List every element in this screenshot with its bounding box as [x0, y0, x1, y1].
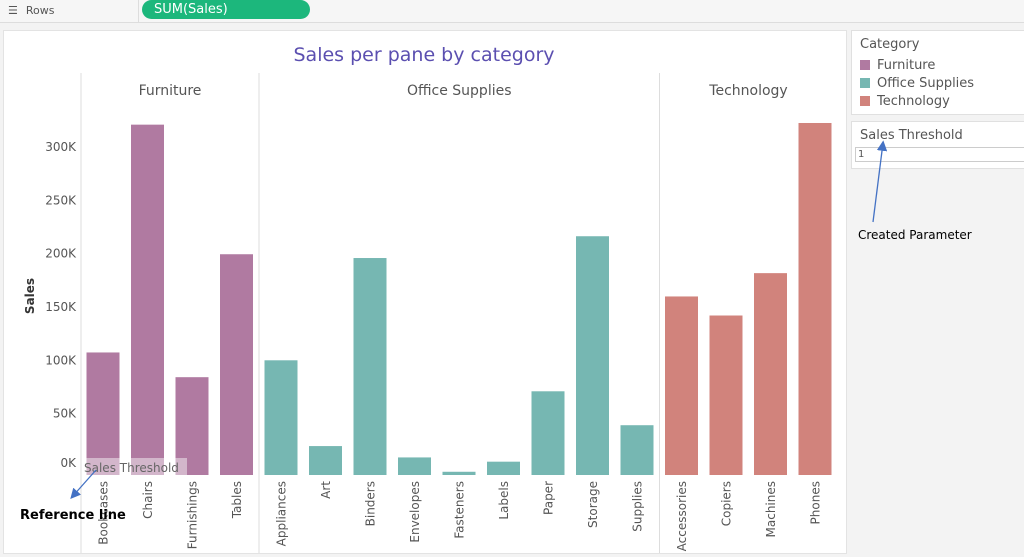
y-tick-label: 300K: [45, 140, 77, 154]
sum-sales-pill[interactable]: SUM(Sales): [142, 0, 310, 19]
x-tick-label: Art: [319, 481, 333, 499]
bar: [798, 122, 832, 476]
bar: [665, 296, 698, 475]
pane-header: Furniture: [139, 83, 202, 99]
bar: [131, 124, 164, 475]
y-tick-label: 100K: [45, 353, 77, 367]
rows-icon: ☰: [8, 4, 18, 17]
reference-line-annotation: Reference line: [20, 508, 126, 523]
y-tick-label: 50K: [53, 407, 77, 421]
x-tick-label: Furnishings: [186, 481, 200, 549]
bar: [398, 457, 431, 475]
rows-shelf: ☰ Rows SUM(Sales): [0, 0, 1024, 23]
reference-line-label-bg: [83, 458, 187, 476]
bar-chart: Sales per pane by category Sales 0K 50K 100K…: [23, 44, 832, 553]
y-axis-label: Sales: [23, 278, 37, 314]
x-tick-label: Supplies: [631, 481, 645, 532]
category-legend: Category Furniture Office Supplies Technol…: [851, 30, 1024, 115]
bar: [709, 315, 743, 475]
x-tick-label: Accessories: [675, 481, 689, 551]
legend-label: Office Supplies: [877, 75, 975, 91]
legend-item[interactable]: Office Supplies: [852, 74, 1024, 92]
legend-swatch-icon: [860, 96, 870, 106]
legend-title: Category: [860, 37, 920, 52]
parameter-title: Sales Threshold: [860, 128, 963, 143]
rows-label: Rows: [25, 4, 55, 17]
x-tick-label: Copiers: [720, 481, 734, 526]
bar: [264, 360, 298, 475]
legend-swatch-icon: [860, 78, 870, 88]
x-tick-label: Storage: [586, 481, 600, 528]
shelf-divider: [138, 0, 139, 22]
x-tick-label: Tables: [230, 481, 244, 519]
bar: [175, 377, 209, 475]
chart-title: Sales per pane by category: [294, 44, 555, 66]
bar: [353, 258, 387, 475]
legend-swatch-icon: [860, 60, 870, 70]
bar: [531, 391, 565, 475]
y-tick-label: 200K: [45, 247, 77, 261]
legend-label: Furniture: [877, 57, 936, 73]
x-tick-label: Chairs: [141, 481, 155, 519]
legend-item[interactable]: Technology: [852, 92, 1024, 110]
bar: [754, 273, 787, 475]
parameter-input[interactable]: 1: [855, 147, 1024, 162]
bar: [487, 461, 520, 475]
pane-header: Office Supplies: [407, 83, 512, 99]
bar: [220, 254, 253, 475]
bar: [309, 446, 342, 475]
x-tick-label: Bookcases: [97, 481, 111, 545]
chart-view: Sales per pane by category Sales 0K 50K 100K…: [3, 30, 847, 554]
x-tick-label: Binders: [364, 481, 378, 526]
legend-item[interactable]: Furniture: [852, 56, 1024, 74]
x-tick-label: Fasteners: [453, 481, 467, 539]
x-tick-label: Paper: [542, 481, 556, 515]
y-tick-label: 150K: [45, 300, 77, 314]
x-tick-label: Phones: [809, 481, 823, 524]
x-tick-label: Appliances: [275, 481, 289, 546]
created-parameter-annotation: Created Parameter: [858, 228, 972, 242]
y-tick-label: 250K: [45, 193, 77, 207]
bar: [620, 425, 654, 475]
x-tick-label: Machines: [764, 481, 778, 537]
pane-header: Technology: [708, 83, 787, 99]
bar: [442, 471, 476, 475]
x-tick-label: Envelopes: [408, 481, 422, 543]
sales-threshold-parameter: Sales Threshold 1: [851, 121, 1024, 169]
x-tick-label: Labels: [497, 481, 511, 520]
y-tick-label: 0K: [60, 456, 77, 470]
bar: [86, 352, 120, 475]
reference-line-label: Sales Threshold: [84, 461, 179, 475]
legend-label: Technology: [877, 93, 950, 109]
bar: [576, 236, 609, 475]
